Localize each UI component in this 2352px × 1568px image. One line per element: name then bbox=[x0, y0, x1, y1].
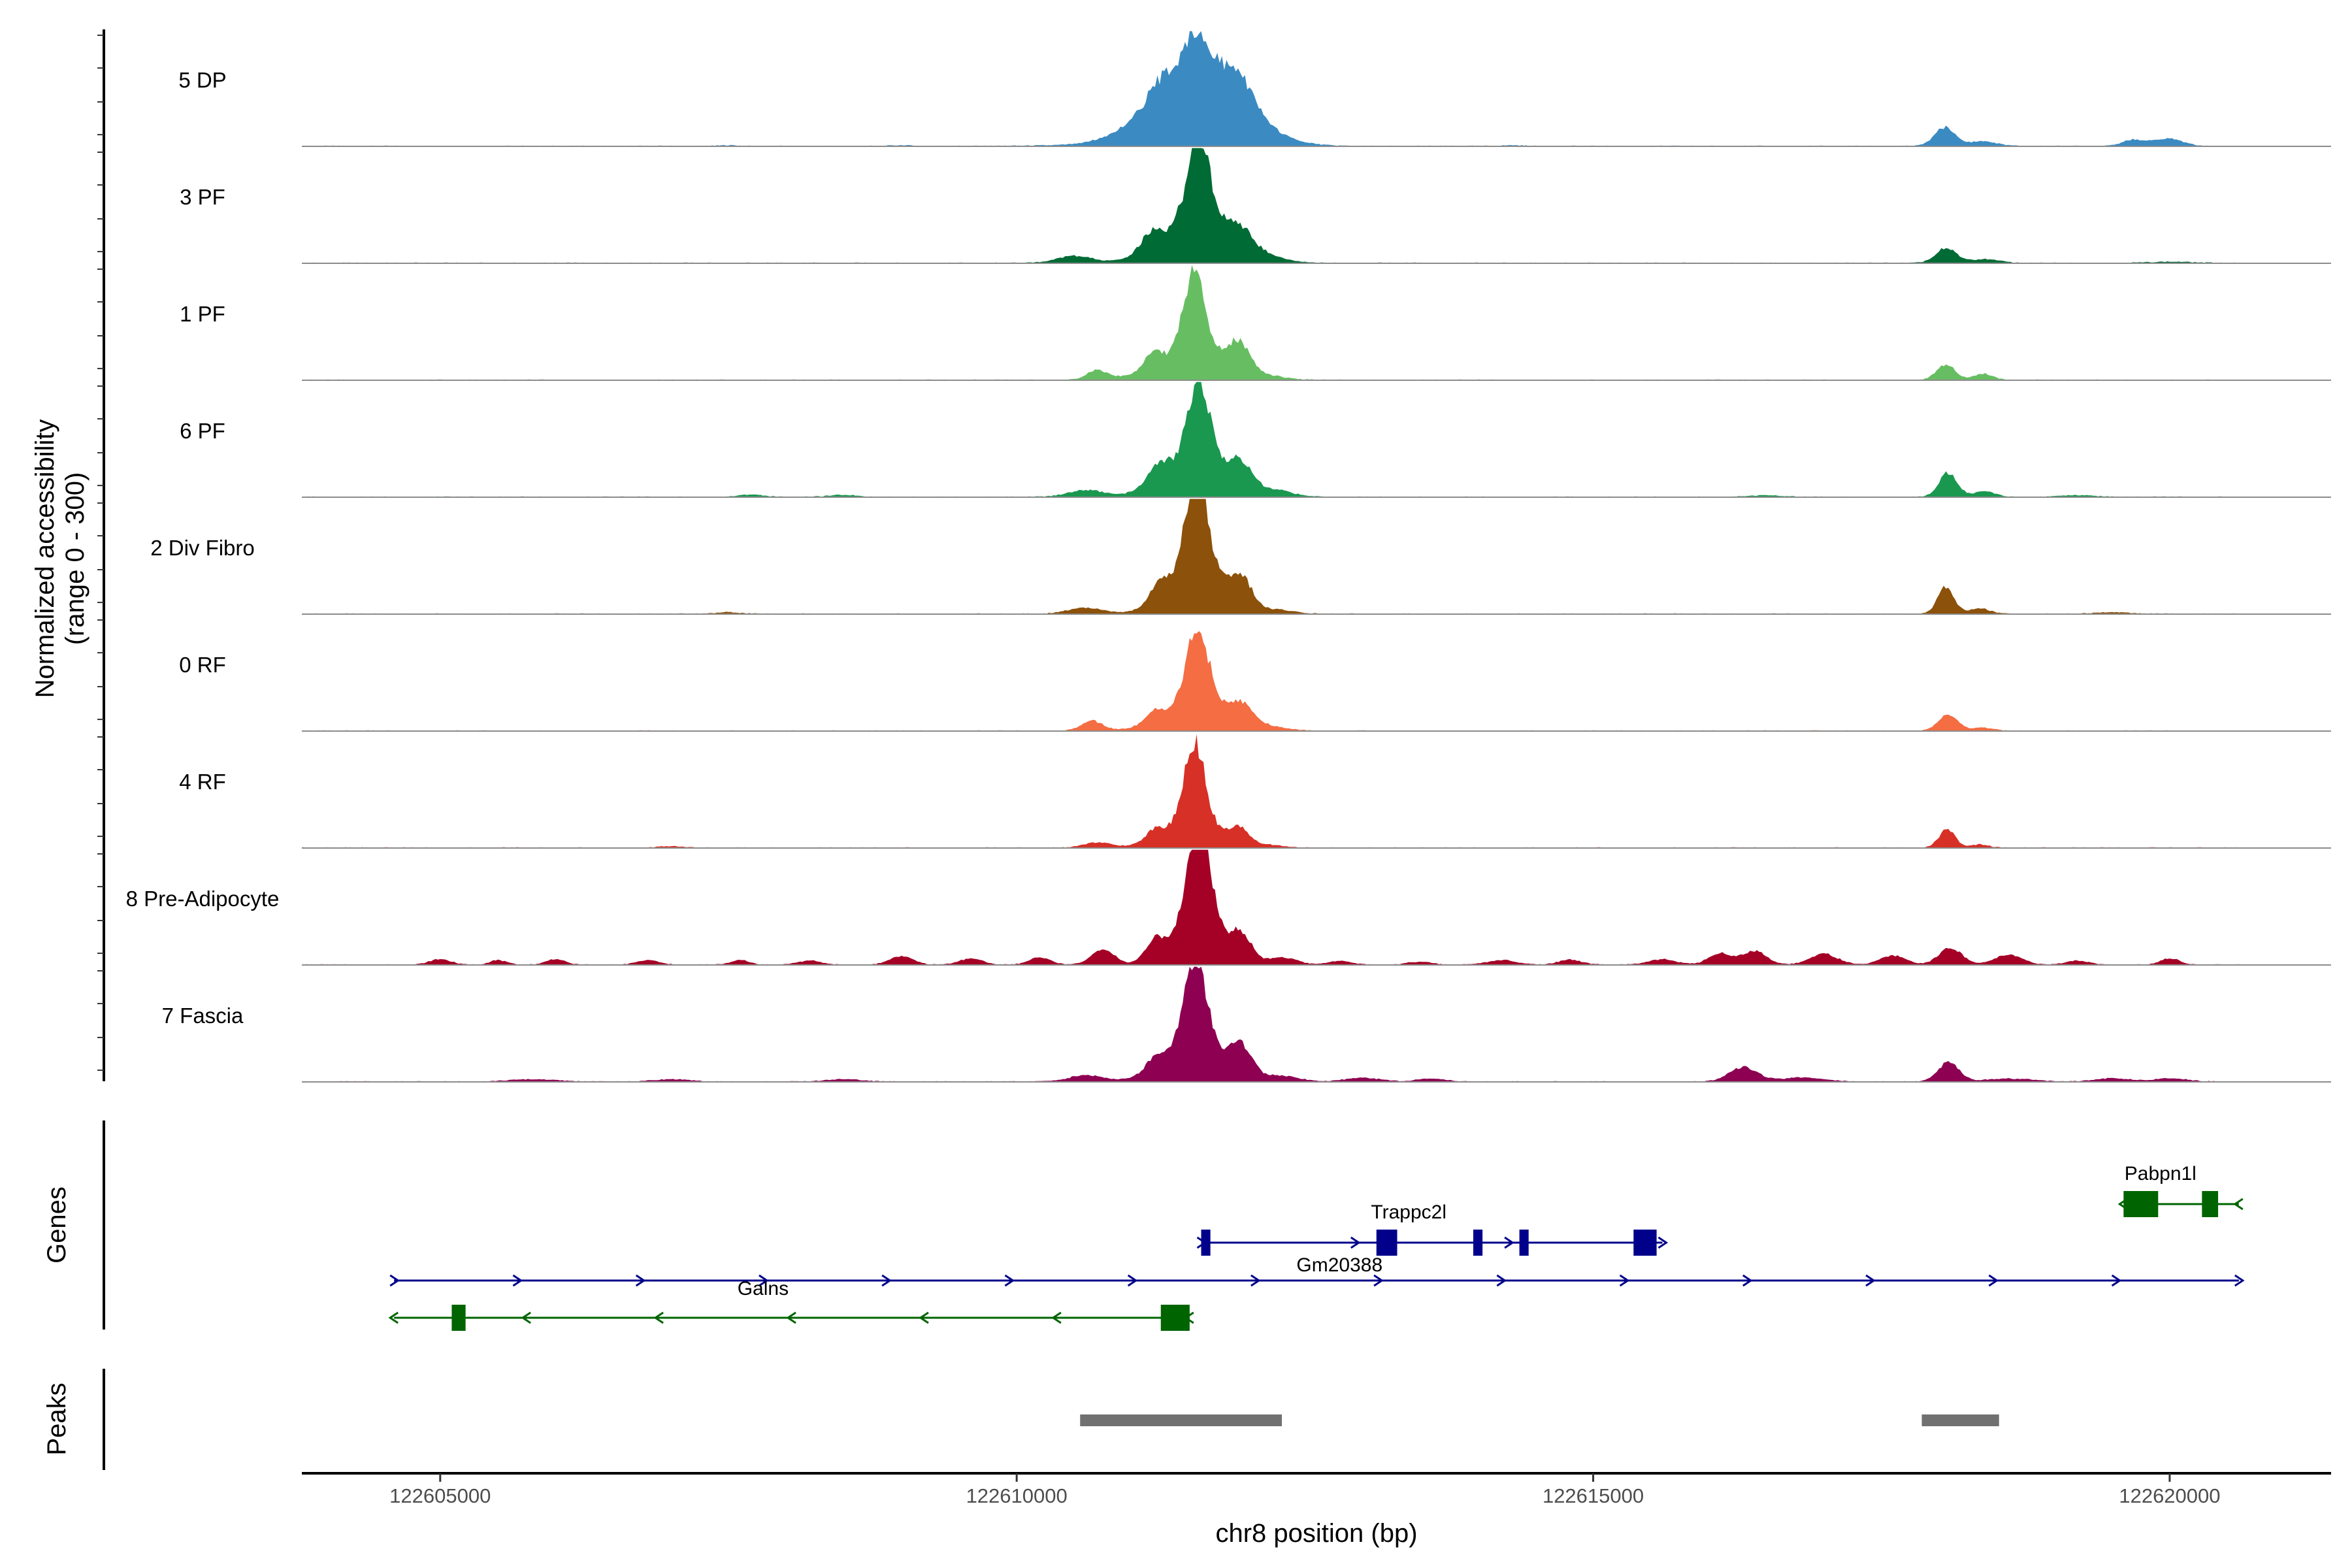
exon bbox=[1519, 1230, 1529, 1256]
track-7: 8 Pre-Adipocyte bbox=[126, 849, 2331, 966]
track-5: 0 RF bbox=[179, 630, 2331, 732]
gene-label: Pabpn1l bbox=[2125, 1163, 2197, 1184]
strand-chevron bbox=[635, 1274, 646, 1287]
peak-region-1 bbox=[1921, 1414, 1999, 1426]
exon bbox=[1633, 1230, 1657, 1256]
x-axis-title: chr8 position (bp) bbox=[1215, 1519, 1417, 1548]
strand-chevron bbox=[1350, 1236, 1361, 1249]
exon bbox=[2123, 1191, 2159, 1217]
strand-chevron bbox=[1004, 1274, 1015, 1287]
track-1: 3 PF bbox=[180, 148, 2331, 264]
track-area bbox=[302, 630, 2239, 731]
peaks-panel-title: Peaks bbox=[42, 1382, 71, 1455]
strand-chevron bbox=[2233, 1198, 2244, 1211]
strand-chevron bbox=[653, 1311, 664, 1324]
gene-label: Gm20388 bbox=[1296, 1254, 1382, 1276]
strand-chevron bbox=[759, 1274, 769, 1287]
track-label: 4 RF bbox=[179, 770, 226, 794]
track-area bbox=[302, 849, 2239, 965]
y-axis-ticks bbox=[97, 34, 104, 1071]
track-2: 1 PF bbox=[180, 265, 2331, 381]
strand-chevron bbox=[1127, 1274, 1138, 1287]
gene-galns: Galns bbox=[388, 1278, 1194, 1331]
exon bbox=[1201, 1230, 1211, 1256]
gene-pabpn1l: Pabpn1l bbox=[2117, 1163, 2244, 1217]
gene-label: Trappc2l bbox=[1371, 1201, 1446, 1223]
track-label: 1 PF bbox=[180, 302, 225, 326]
track-area bbox=[302, 31, 2239, 146]
track-area bbox=[302, 382, 2239, 497]
exon bbox=[1160, 1305, 1190, 1331]
strand-chevron bbox=[2234, 1274, 2245, 1287]
track-label: 2 Div Fibro bbox=[150, 536, 255, 560]
track-label: 8 Pre-Adipocyte bbox=[126, 887, 280, 911]
strand-chevron bbox=[919, 1311, 929, 1324]
strand-chevron bbox=[786, 1311, 796, 1324]
strand-chevron bbox=[1496, 1274, 1507, 1287]
track-label: 3 PF bbox=[180, 185, 225, 209]
strand-chevron bbox=[1373, 1274, 1384, 1287]
exon bbox=[1473, 1230, 1483, 1256]
x-tick-label: 122605000 bbox=[389, 1484, 491, 1507]
strand-chevron bbox=[1658, 1236, 1669, 1249]
gene-trappc2l: Trappc2l bbox=[1196, 1201, 1669, 1256]
y-axis-title-line1: Normalized accessibility bbox=[31, 419, 59, 698]
strand-chevron bbox=[1988, 1274, 1999, 1287]
peak-region-0 bbox=[1080, 1414, 1282, 1426]
strand-chevron bbox=[881, 1274, 892, 1287]
strand-chevron bbox=[1742, 1274, 1753, 1287]
track-6: 4 RF bbox=[179, 734, 2331, 849]
strand-chevron bbox=[521, 1311, 531, 1324]
track-area bbox=[302, 148, 2239, 263]
track-4: 2 Div Fibro bbox=[150, 498, 2331, 615]
track-area bbox=[302, 265, 2239, 380]
exon bbox=[1376, 1230, 1397, 1256]
track-0: 5 DP bbox=[178, 31, 2331, 147]
y-axis-title-line2: (range 0 - 300) bbox=[61, 472, 90, 645]
strand-chevron bbox=[1250, 1274, 1261, 1287]
strand-chevron bbox=[1865, 1274, 1876, 1287]
track-label: 5 DP bbox=[178, 68, 226, 92]
genes-panel-title: Genes bbox=[42, 1186, 71, 1264]
track-label: 0 RF bbox=[179, 653, 226, 677]
strand-chevron bbox=[389, 1274, 400, 1287]
strand-chevron bbox=[1619, 1274, 1630, 1287]
track-area bbox=[302, 734, 2239, 848]
strand-chevron bbox=[512, 1274, 523, 1287]
gene-annotation-panel: Pabpn1l Trappc2l Gm20388 Galns bbox=[388, 1163, 2245, 1331]
gene-label: Galns bbox=[738, 1278, 789, 1299]
strand-chevron bbox=[2111, 1274, 2122, 1287]
coverage-tracks: 5 DP 3 PF 1 PF 6 PF 2 Div Fibro 0 RF 4 RF 8 Pre… bbox=[126, 31, 2331, 1083]
exon bbox=[451, 1305, 466, 1331]
strand-chevron bbox=[1504, 1236, 1514, 1249]
x-tick-label: 122610000 bbox=[966, 1484, 1068, 1507]
track-area bbox=[302, 498, 2239, 614]
peaks-panel bbox=[1080, 1414, 1999, 1426]
track-area bbox=[302, 966, 2239, 1082]
strand-chevron bbox=[1051, 1311, 1062, 1324]
track-3: 6 PF bbox=[180, 382, 2331, 498]
strand-chevron bbox=[388, 1311, 399, 1324]
track-label: 7 Fascia bbox=[162, 1004, 244, 1028]
exon bbox=[2202, 1191, 2219, 1217]
x-tick-label: 122620000 bbox=[2119, 1484, 2220, 1507]
track-label: 6 PF bbox=[180, 419, 225, 443]
gene-gm20388: Gm20388 bbox=[389, 1254, 2245, 1287]
x-tick-label: 122615000 bbox=[1543, 1484, 1644, 1507]
track-8: 7 Fascia bbox=[162, 966, 2331, 1083]
x-axis: 122605000 122610000 122615000 122620000 bbox=[302, 1472, 2331, 1507]
